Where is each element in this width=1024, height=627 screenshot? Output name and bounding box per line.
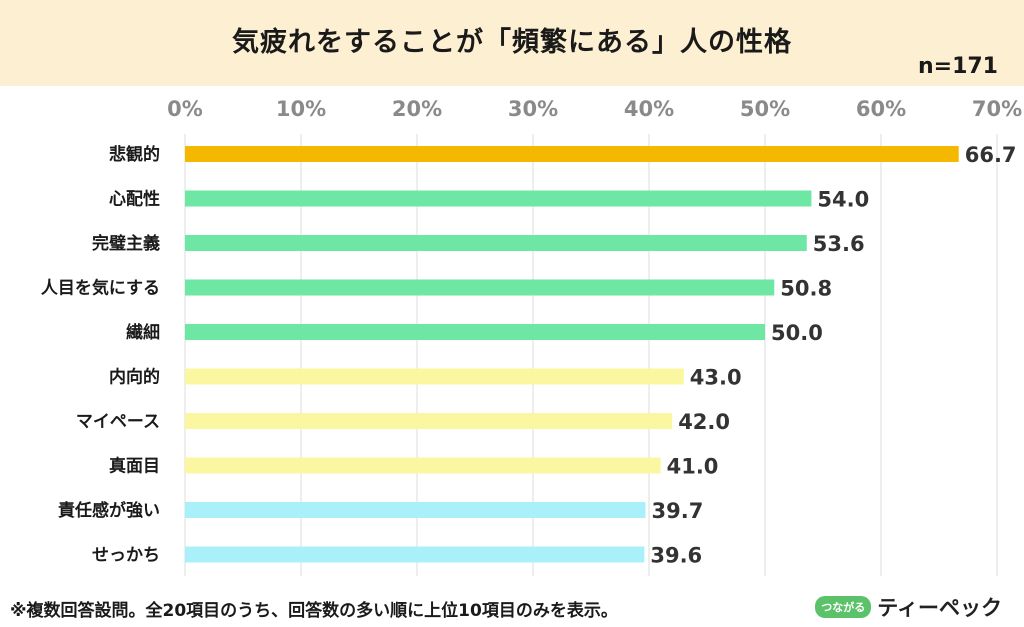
x-tick-label: 40%: [624, 97, 674, 121]
x-tick-label: 20%: [392, 97, 442, 121]
chart-title: 気疲れをすることが「頻繁にある」人の性格: [232, 27, 792, 58]
brand-logo: つながる ティーペック: [815, 592, 1002, 622]
bar: [185, 324, 765, 340]
x-tick-label: 50%: [740, 97, 790, 121]
category-label: 繊細: [126, 322, 160, 343]
x-tick-label: 30%: [508, 97, 558, 121]
x-tick-label: 10%: [276, 97, 326, 121]
category-label: 真面目: [109, 456, 160, 477]
x-tick-label: 0%: [167, 97, 203, 121]
data-label: 43.0: [690, 366, 742, 390]
category-label: 心配性: [109, 189, 160, 210]
logo-badge: つながる: [815, 596, 872, 618]
sample-size-label: n=171: [917, 54, 998, 79]
category-label: 内向的: [109, 367, 160, 388]
data-label: 39.7: [652, 499, 704, 523]
bar: [185, 502, 646, 518]
x-tick-label: 60%: [856, 97, 906, 121]
logo-name: ティーペック: [877, 596, 1002, 620]
data-label: 53.6: [813, 232, 865, 256]
bar: [185, 235, 807, 251]
category-label: 悲観的: [109, 144, 160, 165]
data-label: 50.0: [771, 321, 823, 345]
category-label: せっかち: [92, 546, 160, 566]
footnote: ※複数回答設問。全20項目のうち、回答数の多い順に上位10項目のみを表示。: [10, 601, 618, 621]
bar: [185, 546, 645, 563]
data-label: 54.0: [817, 188, 869, 212]
data-label: 41.0: [667, 455, 719, 479]
category-label: マイペース: [76, 412, 160, 432]
bar: [185, 457, 661, 474]
category-label: 責任感が強い: [58, 500, 160, 521]
data-label: 39.6: [650, 544, 702, 568]
bar: [185, 190, 812, 207]
data-label: 50.8: [780, 277, 832, 301]
category-label: 人目を気にする: [41, 278, 160, 299]
bar: [185, 279, 775, 296]
category-label: 完璧主義: [92, 233, 160, 254]
bar: [185, 146, 959, 162]
title-banner: [0, 0, 1024, 86]
bar: [185, 413, 673, 429]
data-label: 42.0: [678, 410, 730, 434]
bar-chart: 0% 10% 20% 30% 40% 50% 60% 70% 悲観的 66.7 心配性 54.0 完璧主…: [41, 97, 1022, 576]
data-label: 66.7: [965, 143, 1017, 167]
x-tick-label: 70%: [972, 97, 1022, 121]
bar: [185, 368, 684, 385]
